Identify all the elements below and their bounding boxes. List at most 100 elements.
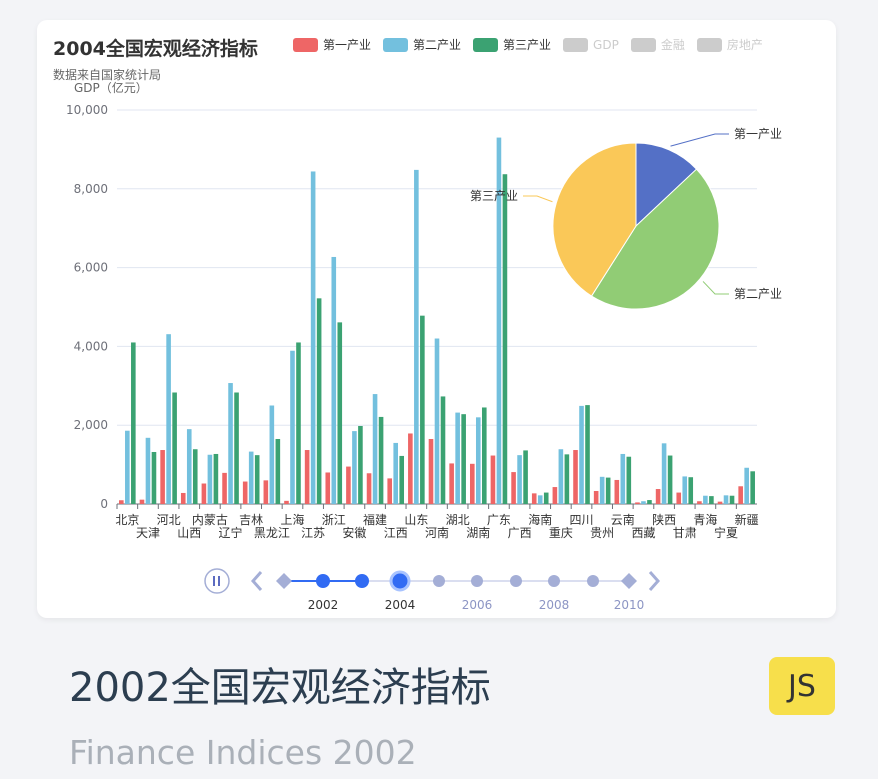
example-subtitle: Finance Indices 2002 bbox=[69, 733, 417, 772]
legend-label: 第一产业 bbox=[323, 38, 372, 52]
x-tick-label: 重庆 bbox=[549, 526, 573, 540]
timeline-dot[interactable] bbox=[587, 575, 599, 587]
timeline-diamond[interactable] bbox=[621, 573, 637, 589]
x-tick-label: 福建 bbox=[363, 512, 387, 527]
bar-第三产业-甘肃 bbox=[688, 477, 694, 504]
legend-item-4[interactable]: 金融 bbox=[630, 36, 685, 53]
timeline-dot[interactable] bbox=[471, 575, 483, 587]
pause-icon bbox=[218, 576, 220, 586]
bar-第二产业-西藏 bbox=[641, 501, 646, 504]
bar-第二产业-天津 bbox=[145, 437, 151, 504]
bar-第三产业-江西 bbox=[399, 455, 405, 504]
bar-第一产业-山东 bbox=[408, 433, 413, 504]
bar-第三产业-广西 bbox=[523, 450, 528, 504]
x-tick-label: 宁夏 bbox=[714, 525, 738, 540]
bar-第三产业-河南 bbox=[440, 396, 446, 504]
next-arrow-icon[interactable] bbox=[648, 571, 661, 591]
bar-第二产业-湖南 bbox=[475, 417, 481, 504]
timeline-dot[interactable] bbox=[355, 574, 369, 588]
bar-第一产业-广东 bbox=[490, 455, 496, 504]
bar-第二产业-山西 bbox=[186, 429, 192, 504]
legend: 第一产业 第二产业 第三产业 GDP 金融 房地产 bbox=[293, 36, 775, 53]
legend-item-5[interactable]: 房地产 bbox=[696, 36, 763, 53]
bar-第二产业-新疆 bbox=[744, 467, 749, 504]
bar-第二产业-宁夏 bbox=[723, 495, 729, 504]
bar-第二产业-浙江 bbox=[331, 256, 337, 504]
timeline-diamond[interactable] bbox=[276, 573, 292, 589]
bar-第一产业-河北 bbox=[160, 450, 165, 504]
y-tick-label: 8,000 bbox=[74, 182, 108, 196]
play-pause-button[interactable] bbox=[204, 568, 230, 594]
chart-canvas: 0 2,000 4,000 6,000 8,000 10,000 北京天津河北山西内蒙古辽宁… bbox=[66, 103, 782, 612]
y-tick-label: 0 bbox=[100, 497, 108, 511]
example-title[interactable]: 2002全国宏观经济指标 bbox=[69, 665, 491, 711]
x-tick-label: 甘肃 bbox=[673, 526, 697, 540]
bar-第一产业-天津 bbox=[139, 499, 145, 504]
pie-label: 第二产业 bbox=[734, 287, 782, 301]
bar-第一产业-湖北 bbox=[449, 463, 454, 504]
timeline-dot[interactable] bbox=[389, 570, 411, 592]
bar-第二产业-江苏 bbox=[310, 171, 316, 505]
bar-第三产业-福建 bbox=[378, 416, 384, 504]
bar-第一产业-西藏 bbox=[635, 502, 640, 504]
timeline-label: 2006 bbox=[462, 598, 493, 612]
x-tick-label: 吉林 bbox=[239, 513, 263, 527]
bar-第二产业-陕西 bbox=[661, 443, 667, 504]
bar-第二产业-广西 bbox=[517, 455, 522, 504]
bar-第二产业-福建 bbox=[372, 394, 378, 504]
pie-slice-第一产业 bbox=[635, 142, 698, 228]
y-tick-label: 6,000 bbox=[74, 261, 108, 275]
bar-第二产业-湖北 bbox=[455, 412, 460, 504]
bar-第一产业-陕西 bbox=[655, 489, 661, 504]
pie-label-line bbox=[523, 195, 553, 203]
x-tick-label: 山东 bbox=[404, 513, 428, 527]
bar-第一产业-山西 bbox=[180, 492, 186, 504]
bar-第一产业-湖南 bbox=[469, 463, 475, 504]
x-tick-label: 河北 bbox=[157, 513, 181, 527]
legend-item-3[interactable]: GDP bbox=[563, 37, 619, 52]
prev-arrow-icon[interactable] bbox=[250, 571, 263, 591]
bar-第二产业-海南 bbox=[537, 495, 543, 504]
bar-第二产业-山东 bbox=[414, 169, 419, 504]
legend-swatch bbox=[473, 37, 499, 52]
bar-第一产业-北京 bbox=[119, 500, 124, 504]
bar-第一产业-贵州 bbox=[593, 490, 599, 504]
bar-第三产业-湖北 bbox=[461, 414, 466, 504]
timeline-dot[interactable] bbox=[316, 574, 330, 588]
bar-第一产业-辽宁 bbox=[222, 472, 227, 504]
legend-label: 第二产业 bbox=[413, 38, 462, 52]
bar-第一产业-新疆 bbox=[738, 486, 743, 504]
legend-swatch bbox=[293, 37, 318, 52]
bar-第二产业-内蒙古 bbox=[207, 454, 213, 504]
bar-第二产业-青海 bbox=[703, 495, 708, 504]
bar-第一产业-四川 bbox=[573, 450, 578, 504]
bar-第一产业-安徽 bbox=[346, 466, 351, 504]
x-tick-label: 江西 bbox=[384, 526, 408, 540]
bar-第一产业-内蒙古 bbox=[201, 483, 207, 504]
legend-swatch bbox=[563, 37, 589, 52]
timeline-dot[interactable] bbox=[548, 575, 560, 587]
bar-第一产业-黑龙江 bbox=[263, 480, 269, 504]
legend-swatch bbox=[696, 37, 722, 52]
bar-第一产业-江苏 bbox=[304, 450, 310, 504]
legend-item-1[interactable]: 第二产业 bbox=[383, 36, 461, 53]
bar-第二产业-辽宁 bbox=[228, 383, 233, 504]
bar-第二产业-北京 bbox=[125, 430, 130, 504]
legend-item-0[interactable]: 第一产业 bbox=[293, 36, 371, 53]
x-tick-label: 贵州 bbox=[590, 526, 614, 540]
bar-第二产业-四川 bbox=[579, 405, 584, 504]
bar-第一产业-青海 bbox=[697, 501, 702, 504]
bar-第三产业-湖南 bbox=[481, 407, 487, 504]
bar-第三产业-海南 bbox=[543, 492, 549, 504]
x-tick-label: 西藏 bbox=[631, 526, 655, 540]
bar-第一产业-重庆 bbox=[552, 487, 558, 504]
timeline-dot[interactable] bbox=[433, 575, 445, 587]
legend-item-2[interactable]: 第三产业 bbox=[473, 36, 551, 53]
bar-第三产业-黑龙江 bbox=[275, 438, 281, 504]
bar-第二产业-河南 bbox=[434, 338, 440, 504]
bar-第三产业-宁夏 bbox=[729, 495, 735, 504]
x-tick-label: 新疆 bbox=[735, 512, 759, 527]
timeline-dot[interactable] bbox=[510, 575, 522, 587]
bar-第一产业-海南 bbox=[531, 493, 537, 504]
bar-第一产业-浙江 bbox=[325, 472, 331, 504]
